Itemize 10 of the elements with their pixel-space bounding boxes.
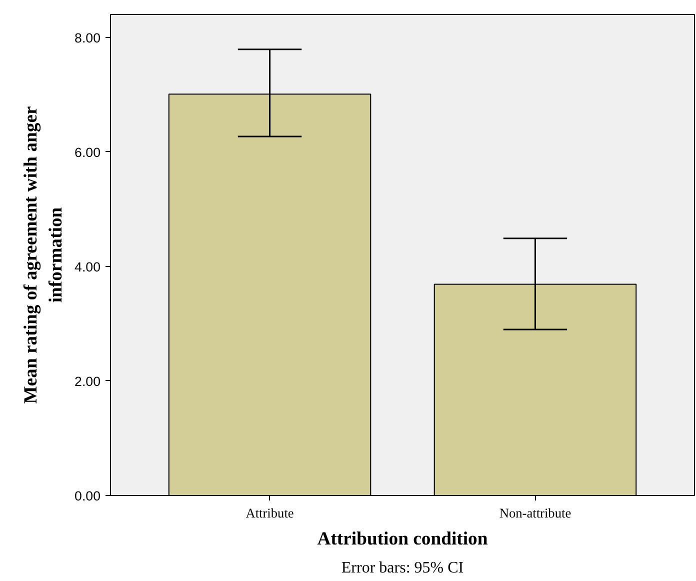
x-tick-label: Non-attribute — [499, 506, 572, 520]
y-tick-label: 6.00 — [74, 144, 101, 160]
text: Error bars: 95% CI — [341, 560, 464, 576]
y-axis-title: Mean rating of agreement with anger information — [20, 106, 67, 404]
y-tick-label: 4.00 — [74, 259, 101, 274]
y-tick-label: 8.00 — [74, 30, 101, 46]
x-axis-title: Attribution condition — [317, 528, 488, 550]
y-tick-label: 0.00 — [74, 488, 101, 504]
x-tick-label: Attribute — [246, 506, 294, 520]
y-tick-label: 2.00 — [74, 374, 101, 389]
